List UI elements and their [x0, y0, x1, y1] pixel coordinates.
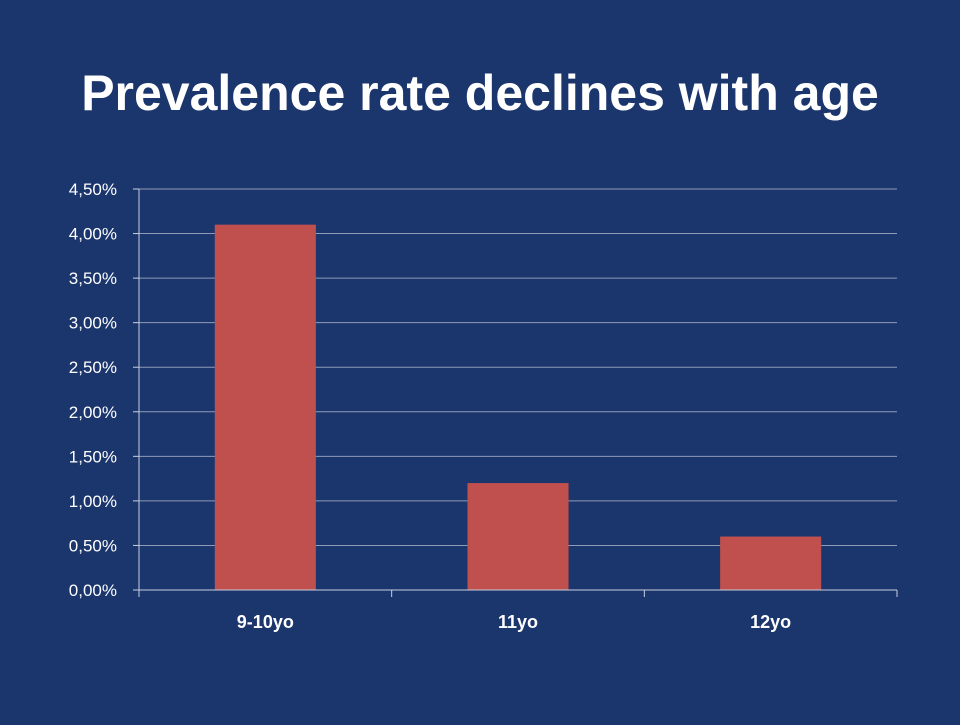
x-tick-label: 11yo: [498, 612, 538, 632]
bar: [214, 224, 316, 590]
y-tick-labels: 0,00% 0,50% 1,00% 1,50% 2,00% 2,50% 3,00% 3,50%…: [69, 180, 117, 600]
bars: [214, 224, 822, 590]
y-tick-label: 2,50%: [69, 358, 117, 377]
x-tick-labels: 9-10yo 11yo 12yo: [237, 612, 791, 632]
y-tick-label: 3,00%: [69, 314, 117, 333]
y-tick-label: 0,50%: [69, 536, 117, 555]
y-tick-label: 1,00%: [69, 492, 117, 511]
y-tick-label: 0,00%: [69, 581, 117, 600]
slide-title: Prevalence rate declines with age: [81, 65, 879, 121]
x-tick-label: 12yo: [750, 612, 791, 632]
bar: [467, 483, 569, 590]
bar: [720, 536, 822, 590]
axes: [133, 188, 898, 597]
y-tick-label: 1,50%: [69, 447, 117, 466]
y-tick-label: 2,00%: [69, 403, 117, 422]
x-tick-label: 9-10yo: [237, 612, 294, 632]
y-tick-label: 4,00%: [69, 225, 117, 244]
y-tick-label: 4,50%: [69, 180, 117, 199]
y-tick-label: 3,50%: [69, 269, 117, 288]
